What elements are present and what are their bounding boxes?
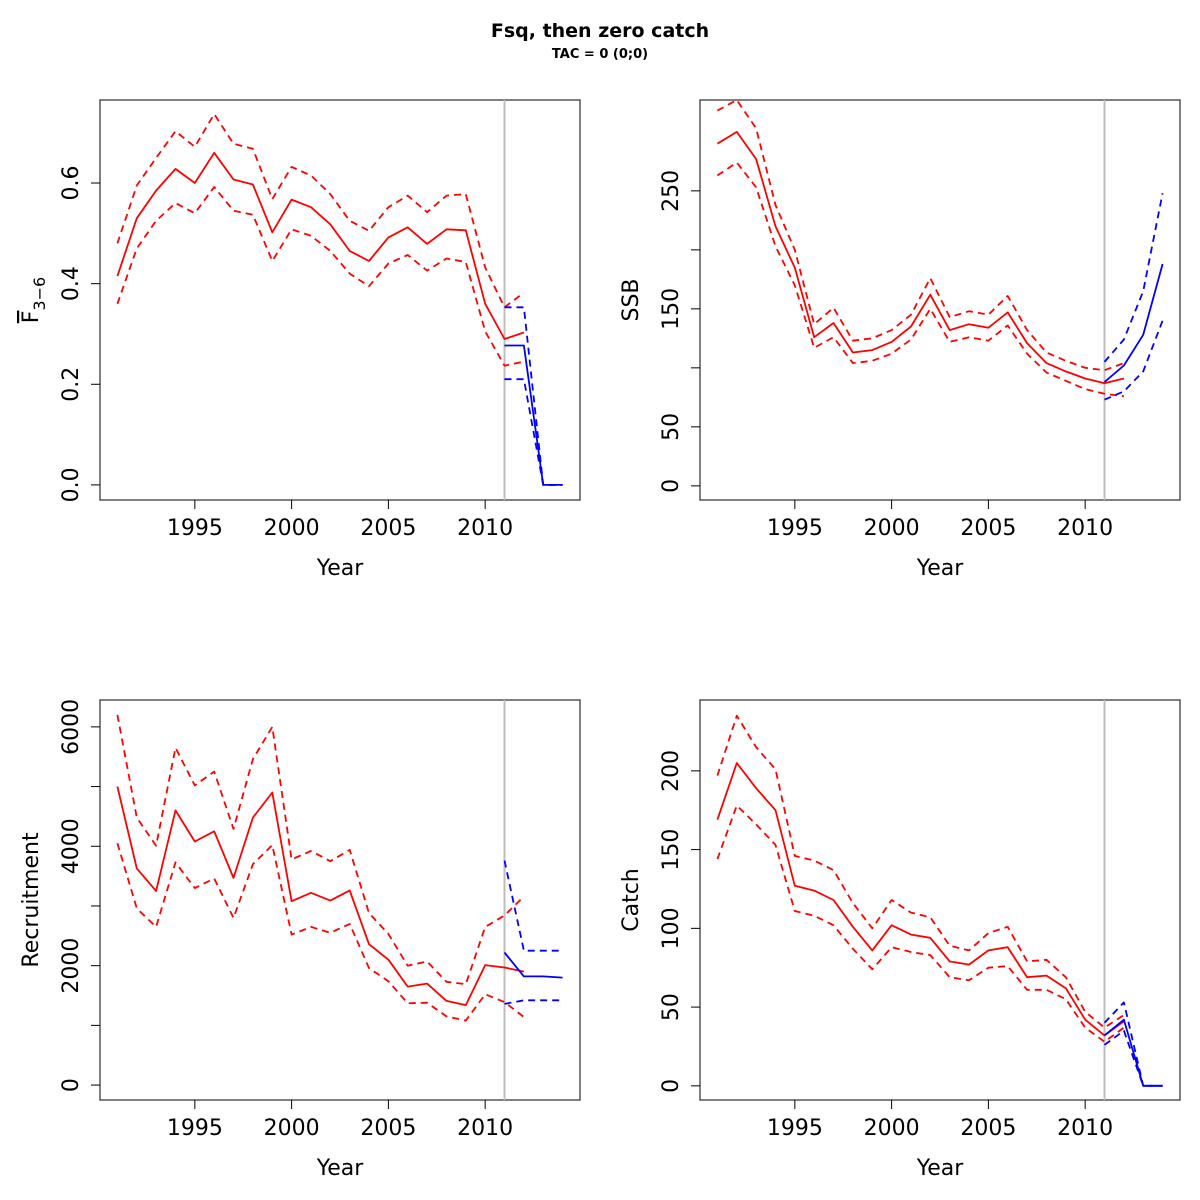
series-historic-lower xyxy=(116,186,525,367)
series-historic-upper xyxy=(116,113,525,309)
y-axis-label: Catch xyxy=(619,868,644,932)
y-tick-label: 200 xyxy=(659,750,684,792)
x-axis-label: Year xyxy=(316,1156,365,1181)
x-tick-label: 2005 xyxy=(960,516,1016,541)
plot-frame xyxy=(99,699,581,1101)
series-historic-upper xyxy=(716,99,1125,372)
y-tick-label: 0 xyxy=(659,479,684,493)
y-tick-label: 0 xyxy=(59,1078,84,1092)
y-axis-label: SSB xyxy=(619,278,644,321)
y-tick-label: 4000 xyxy=(59,818,84,874)
series-projection-upper xyxy=(503,860,563,952)
series-historic-upper xyxy=(116,714,525,986)
series-projection-upper xyxy=(1103,1001,1163,1087)
plot-frame xyxy=(699,699,1181,1101)
panel-recruitment: 1995 2000 2005 2010 0 2000 4000 6000 Year Recruit… xyxy=(19,699,581,1181)
x-tick-label: 2005 xyxy=(360,1116,416,1141)
y-tick-label: 50 xyxy=(659,993,684,1021)
figure-subtitle: TAC = 0 (0;0) xyxy=(551,47,649,62)
y-tick-label: 0.4 xyxy=(59,266,84,301)
x-tick-label: 2010 xyxy=(457,516,513,541)
y-tick-label: 50 xyxy=(659,413,684,441)
y-tick-label: 2000 xyxy=(59,938,84,994)
y-tick-label: 0.2 xyxy=(59,367,84,402)
y-tick-label: 100 xyxy=(659,907,684,949)
x-axis-label: Year xyxy=(316,556,365,581)
y-axis-label-main: F xyxy=(19,311,44,324)
series-historic-mean xyxy=(716,130,1125,385)
y-axis-label: Recruitment xyxy=(19,832,44,968)
series-projection-upper xyxy=(1103,193,1164,363)
x-tick-label: 2000 xyxy=(864,516,920,541)
x-tick-label: 1995 xyxy=(767,1116,823,1141)
x-tick-label: 2010 xyxy=(457,1116,513,1141)
series-projection-upper xyxy=(504,306,563,486)
x-tick-label: 2000 xyxy=(264,516,320,541)
y-tick-label: 6000 xyxy=(59,699,84,755)
series-historic-lower xyxy=(116,843,525,1022)
y-tick-label: 250 xyxy=(659,170,684,212)
series-historic-mean xyxy=(116,151,525,340)
series-projection-lower xyxy=(504,378,563,486)
y-tick-label: 150 xyxy=(659,829,684,871)
series-historic-mean xyxy=(716,762,1125,1037)
series-historic-mean xyxy=(116,786,525,1006)
x-tick-label: 2000 xyxy=(264,1116,320,1141)
panel-ssb: 1995 2000 2005 2010 0 50 150 250 Year SSB xyxy=(619,99,1181,581)
series-projection-mean xyxy=(504,344,563,486)
series-historic-lower xyxy=(716,804,1125,1043)
series-projection-lower xyxy=(1103,1029,1163,1087)
y-tick-label: 0.6 xyxy=(59,166,84,201)
y-tick-label: 0.0 xyxy=(59,467,84,502)
series-historic-lower xyxy=(716,161,1125,398)
plot-frame xyxy=(99,99,581,501)
x-tick-label: 1995 xyxy=(767,516,823,541)
x-tick-label: 1995 xyxy=(167,516,223,541)
panel-fbar: 1995 2000 2005 2010 0.0 0.2 0.4 0.6 Year F3−6 xyxy=(19,99,581,581)
plot-frame xyxy=(699,99,1181,501)
x-axis-label: Year xyxy=(916,556,965,581)
x-tick-label: 2010 xyxy=(1057,516,1113,541)
y-tick-label: 0 xyxy=(659,1079,684,1093)
y-axis-label: F3−6 xyxy=(19,277,49,323)
x-tick-label: 2010 xyxy=(1057,1116,1113,1141)
series-historic-upper xyxy=(716,714,1125,1029)
x-tick-label: 2000 xyxy=(864,1116,920,1141)
y-tick-label: 150 xyxy=(659,288,684,330)
series-projection-mean xyxy=(1103,263,1164,383)
series-projection-lower xyxy=(504,999,563,1005)
panel-catch: 1995 2000 2005 2010 0 50 100 150 200 Year Catch xyxy=(619,699,1181,1181)
y-axis-label-subscript: 3−6 xyxy=(30,277,49,311)
series-projection-lower xyxy=(1104,320,1164,401)
x-tick-label: 2005 xyxy=(360,516,416,541)
x-tick-label: 1995 xyxy=(167,1116,223,1141)
figure-title: Fsq, then zero catch xyxy=(490,20,710,42)
x-axis-label: Year xyxy=(916,1156,965,1181)
series-projection-mean xyxy=(503,951,563,979)
x-tick-label: 2005 xyxy=(960,1116,1016,1141)
